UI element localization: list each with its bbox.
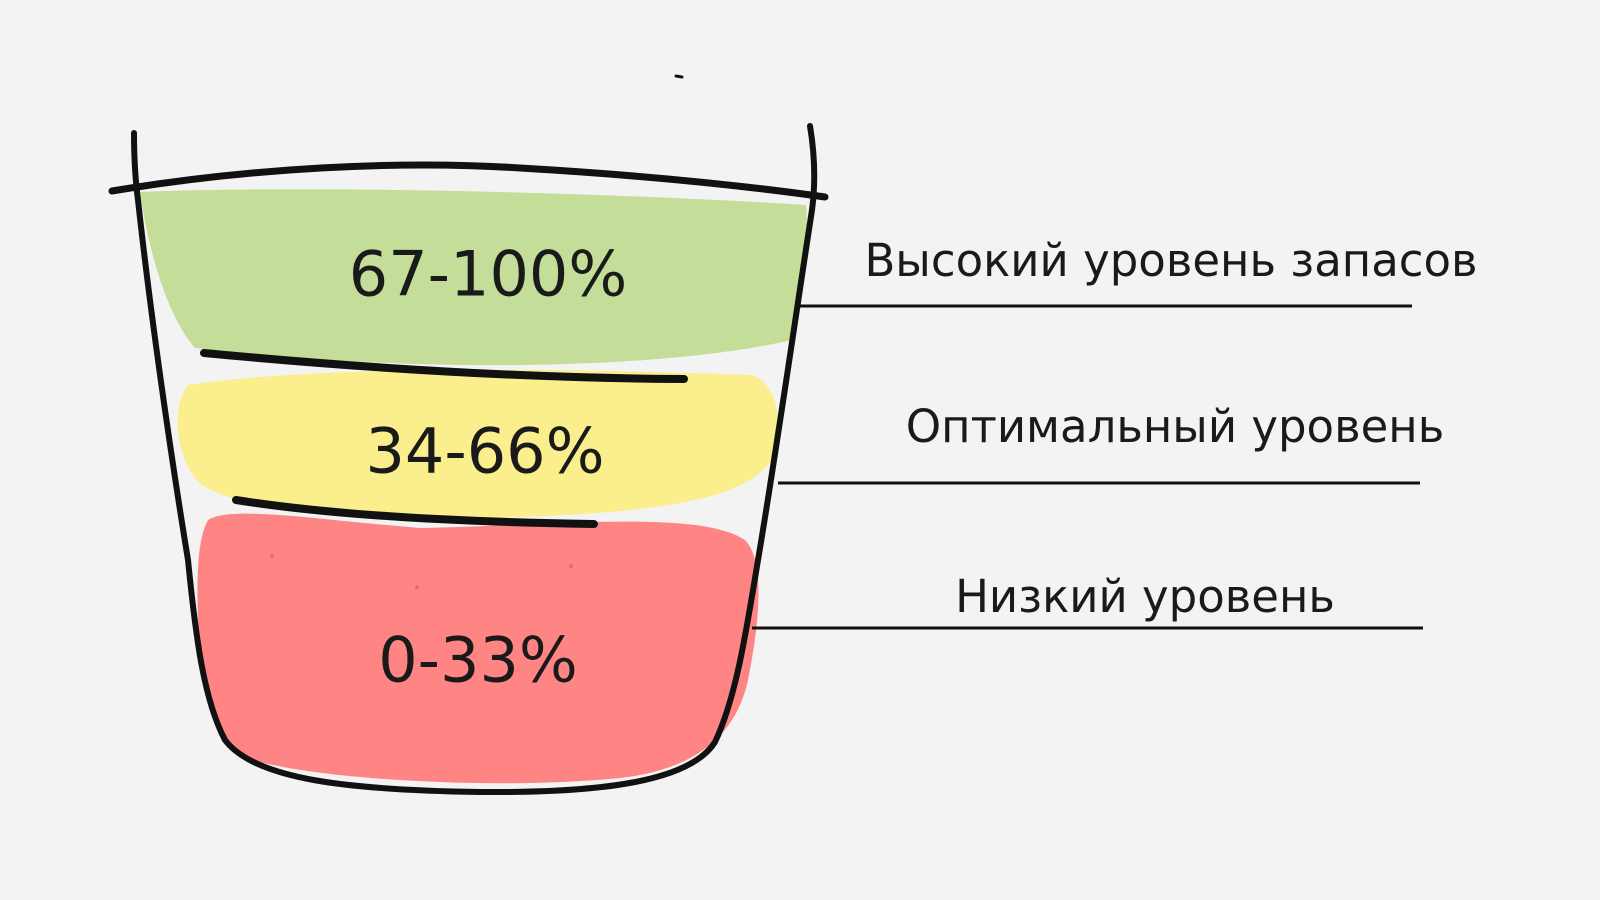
range-label-low: 0-33% — [378, 623, 578, 697]
leader-lines — [752, 304, 1423, 630]
zone-low-fill — [197, 513, 759, 784]
red-specks — [270, 554, 573, 589]
range-label-high: 67-100% — [348, 237, 628, 311]
zone-optimal-fill — [177, 369, 779, 519]
level-label-low: Низкий уровень — [955, 570, 1335, 623]
zone-high-fill — [140, 189, 807, 366]
range-label-optimal: 34-66% — [365, 414, 605, 488]
level-label-high: Высокий уровень запасов — [864, 234, 1478, 287]
bucket-outline — [108, 74, 829, 796]
level-label-optimal: Оптимальный уровень — [905, 400, 1445, 453]
